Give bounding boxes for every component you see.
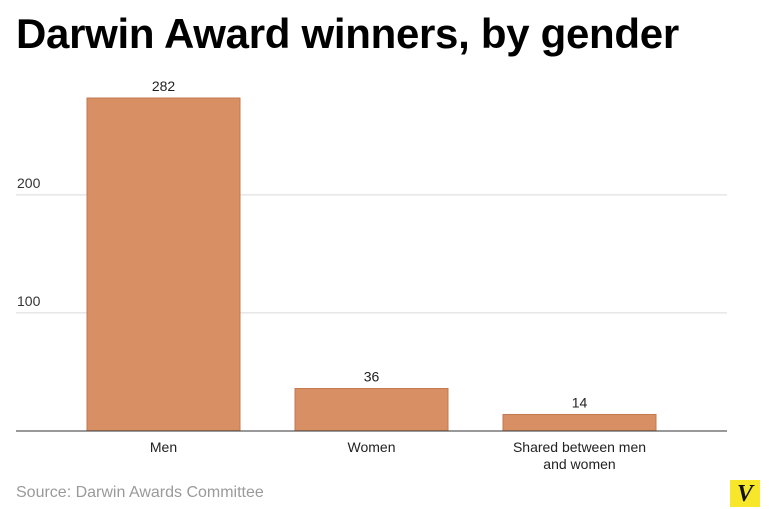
y-tick-label-100: 100 — [17, 293, 41, 309]
data-label-1: 36 — [364, 368, 380, 384]
category-label-0-line-0: Men — [150, 439, 177, 455]
y-axis-tick-labels: 100 200 — [17, 175, 41, 309]
vox-logo: V — [730, 480, 760, 507]
bar-0 — [86, 97, 241, 432]
data-label-0: 282 — [152, 78, 176, 94]
data-labels: 282 36 14 — [152, 78, 588, 410]
category-label-2-line-0: Shared between men — [513, 439, 646, 455]
y-tick-label-200: 200 — [17, 175, 41, 191]
source-note: Source: Darwin Awards Committee — [16, 484, 264, 501]
bar-1 — [294, 387, 449, 432]
category-label-1-line-0: Women — [348, 439, 396, 455]
bar-2 — [502, 413, 657, 432]
vox-logo-letter: V — [736, 480, 753, 507]
data-label-2: 14 — [572, 394, 588, 410]
category-label-2-line-1: and women — [543, 456, 615, 472]
chart-title: Darwin Award winners, by gender — [16, 10, 679, 57]
